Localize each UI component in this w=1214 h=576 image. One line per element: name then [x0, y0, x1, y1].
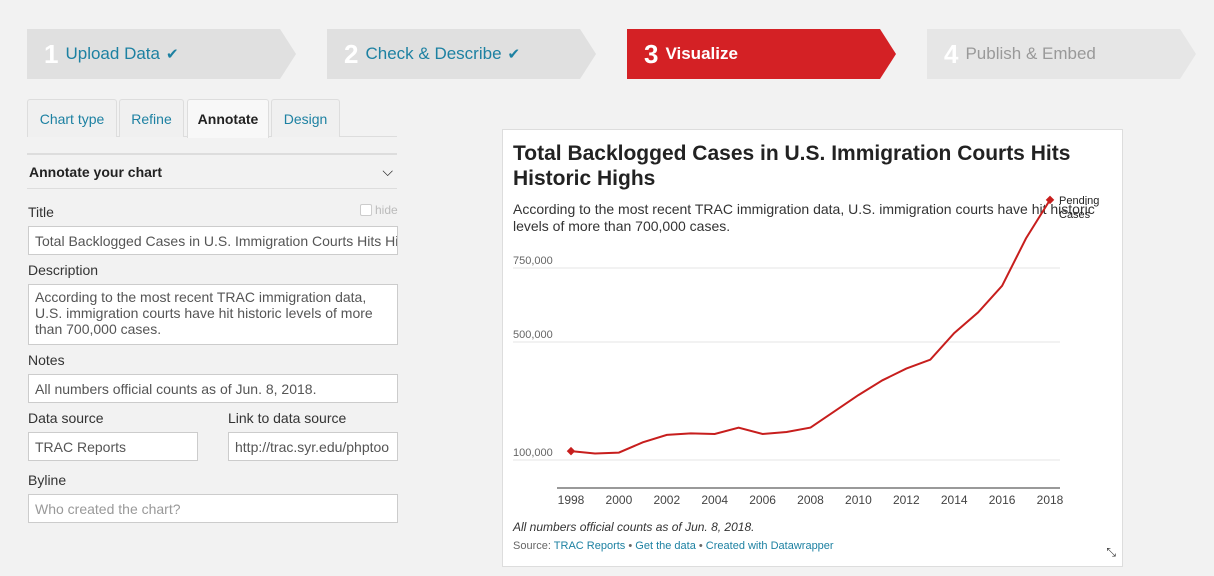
datawrapper-link[interactable]: Created with Datawrapper	[705, 540, 834, 552]
annotate-section-header[interactable]: Annotate your chart ⌵	[27, 153, 397, 189]
notes-input[interactable]: All numbers official counts as of Jun. 8…	[28, 374, 398, 403]
tab-refine[interactable]: Refine	[119, 99, 184, 137]
separator: •	[695, 540, 706, 552]
x-tick-label: 2010	[845, 493, 872, 507]
step-visualize[interactable]: 3 Visualize	[627, 29, 896, 79]
x-tick-label: 2000	[606, 493, 633, 507]
byline-input[interactable]: Who created the chart?	[28, 494, 398, 523]
separator: •	[625, 540, 636, 552]
byline-label: Byline	[28, 472, 67, 488]
x-tick-label: 2006	[749, 493, 776, 507]
y-tick-label: 100,000	[513, 447, 553, 459]
step-upload-data[interactable]: 1 Upload Data ✔	[27, 29, 296, 79]
checkmark-icon: ✔	[507, 46, 521, 63]
y-tick-label: 500,000	[513, 329, 553, 341]
sidebar-tabs: Chart type Refine Annotate Design	[27, 99, 397, 138]
tab-chart-type[interactable]: Chart type	[27, 99, 117, 137]
chart-notes: All numbers official counts as of Jun. 8…	[513, 520, 755, 534]
step-arrow	[280, 29, 296, 79]
step-label: Upload Data	[65, 44, 160, 63]
title-label: Title	[28, 204, 54, 220]
resize-handle-icon[interactable]: ⤡	[1106, 545, 1116, 559]
tab-annotate[interactable]: Annotate	[187, 99, 269, 138]
hide-checkbox[interactable]	[360, 204, 372, 216]
chart-preview: Total Backlogged Cases in U.S. Immigrati…	[502, 129, 1123, 567]
step-check-describe[interactable]: 2 Check & Describe ✔	[327, 29, 596, 79]
step-label: Check & Describe	[365, 44, 502, 63]
series-label: Cases	[1059, 209, 1091, 221]
series-label: Pending	[1059, 195, 1099, 207]
step-number: 4	[944, 38, 959, 69]
get-data-link[interactable]: Get the data	[635, 540, 696, 552]
x-tick-label: 2014	[941, 493, 968, 507]
x-tick-label: 2016	[989, 493, 1016, 507]
description-label: Description	[28, 262, 99, 278]
checkmark-icon: ✔	[165, 46, 179, 63]
step-label: Visualize	[665, 44, 738, 63]
source-link[interactable]: TRAC Reports	[553, 540, 626, 552]
x-tick-label: 2012	[893, 493, 920, 507]
step-number: 3	[644, 38, 659, 69]
title-input[interactable]: Total Backlogged Cases in U.S. Immigrati…	[28, 226, 398, 255]
x-tick-label: 1998	[558, 493, 585, 507]
link-input[interactable]: http://trac.syr.edu/phptoo	[228, 432, 398, 461]
chart-source-line: Source: TRAC Reports • Get the data • Cr…	[513, 540, 834, 552]
step-arrow	[1180, 29, 1196, 79]
series-line-pending-cases	[570, 199, 1051, 455]
data-source-input[interactable]: TRAC Reports	[28, 432, 198, 461]
chart-description: According to the most recent TRAC immigr…	[513, 201, 1095, 234]
chevron-down-icon: ⌵	[382, 163, 393, 179]
hide-title-toggle[interactable]: hide	[360, 203, 398, 217]
tab-design[interactable]: Design	[271, 99, 340, 137]
x-tick-label: 2008	[797, 493, 824, 507]
step-label: Publish & Embed	[965, 44, 1096, 63]
step-number: 1	[44, 38, 59, 69]
x-tick-label: 2004	[701, 493, 728, 507]
line-chart: 100,000 500,000 750,000 1998 2000 2002 2004 200…	[513, 195, 1099, 507]
step-publish-embed[interactable]: 4 Publish & Embed	[927, 29, 1196, 79]
source-prefix: Source:	[513, 540, 554, 552]
section-title: Annotate your chart	[29, 163, 163, 180]
step-number: 2	[344, 38, 359, 69]
chart-title: Total Backlogged Cases in U.S. Immigrati…	[513, 142, 1071, 190]
y-tick-label: 750,000	[513, 255, 553, 267]
step-arrow	[880, 29, 896, 79]
notes-label: Notes	[28, 352, 65, 368]
hide-label: hide	[375, 203, 398, 217]
data-source-label: Data source	[28, 410, 104, 426]
link-label: Link to data source	[228, 410, 347, 426]
description-textarea[interactable]: According to the most recent TRAC immigr…	[28, 284, 398, 345]
x-tick-label: 2018	[1037, 493, 1064, 507]
x-tick-label: 2002	[653, 493, 680, 507]
start-point-marker	[566, 446, 576, 456]
step-arrow	[580, 29, 596, 79]
